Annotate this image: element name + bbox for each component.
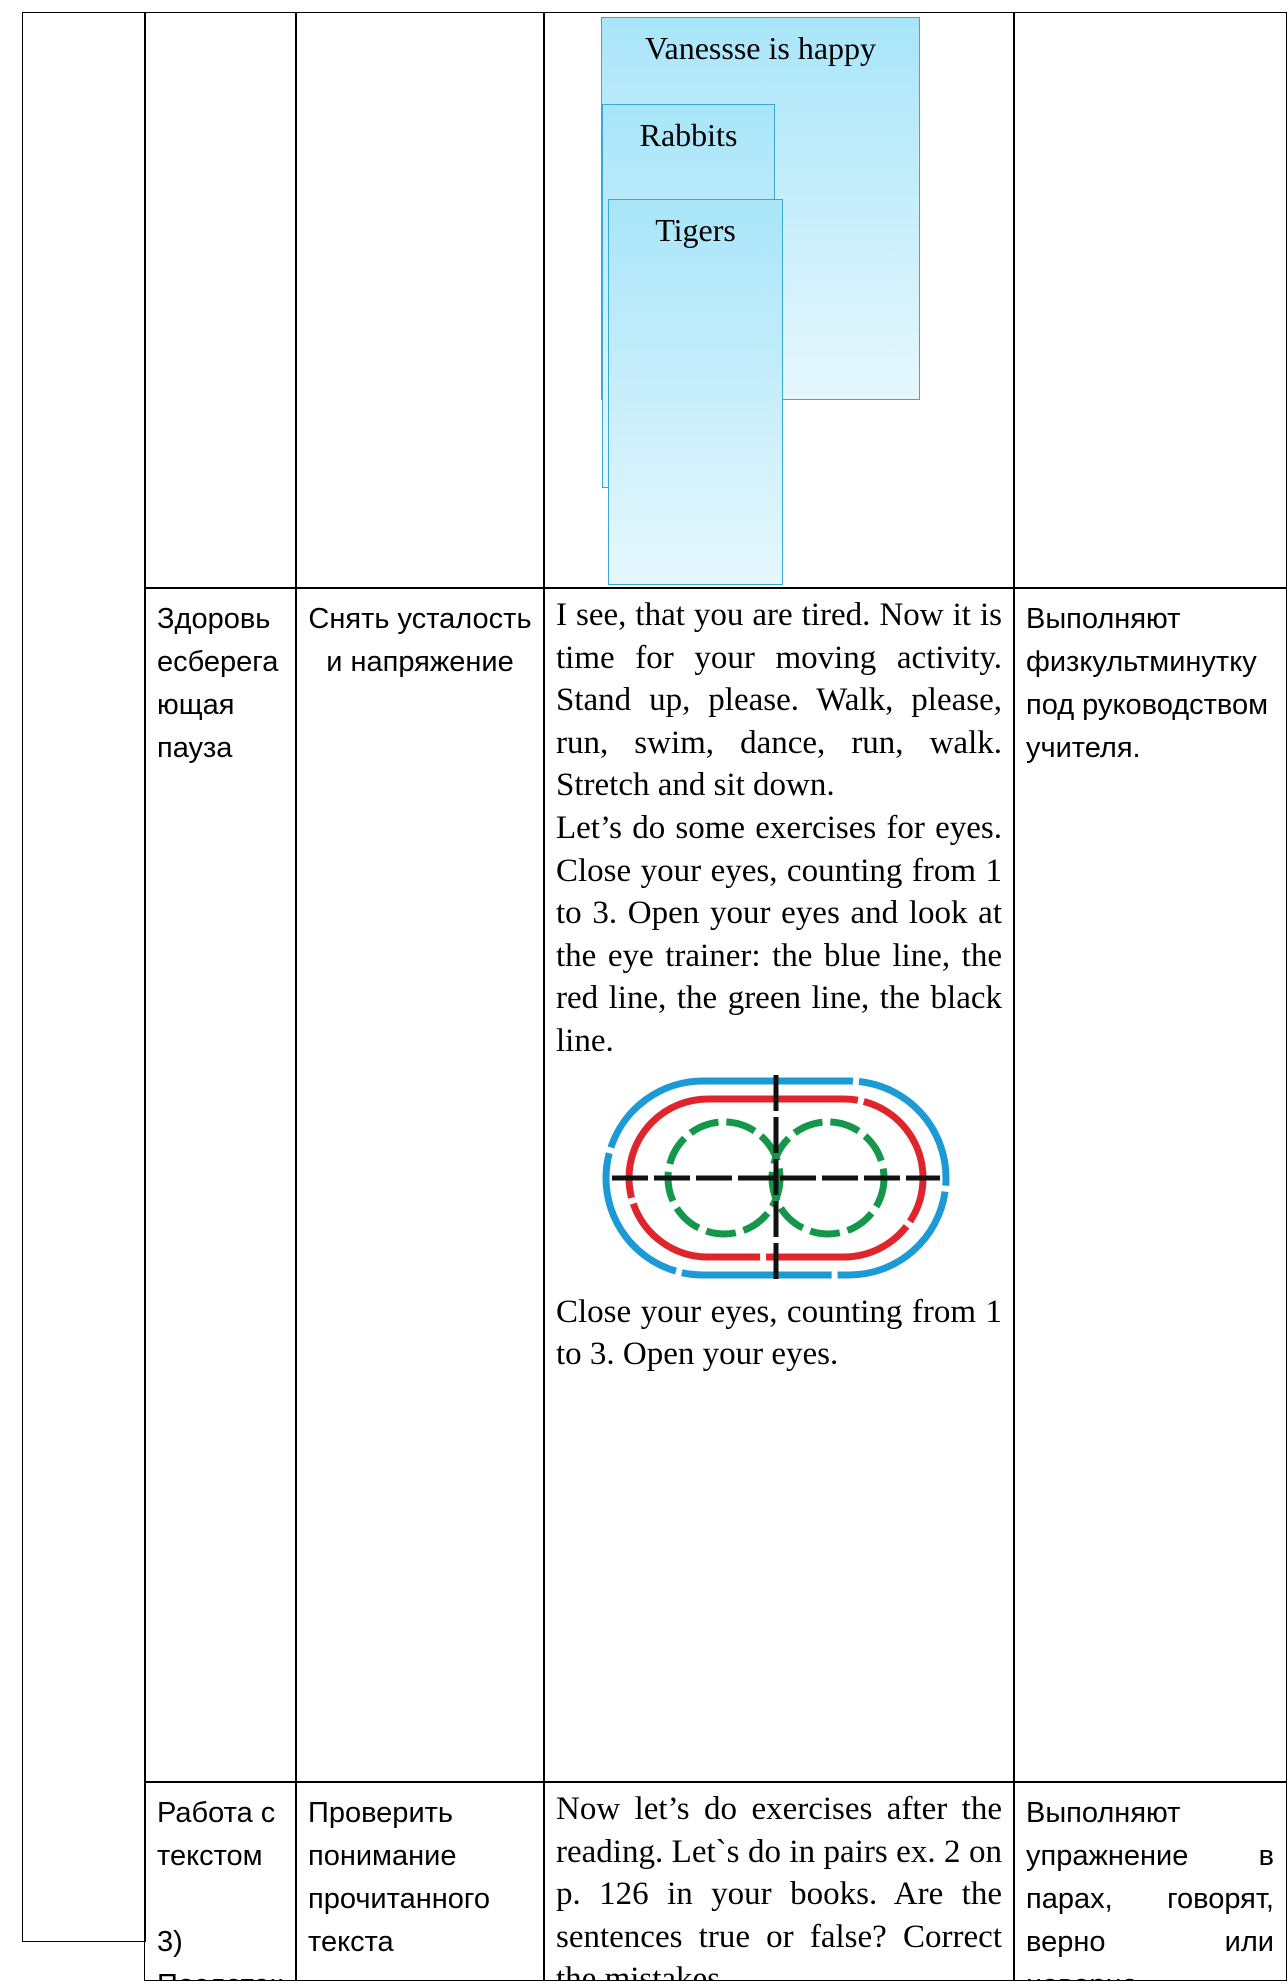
cell bbox=[295, 12, 545, 589]
stage-cell: Работа с текстом 3) Послетекстов bbox=[144, 1781, 297, 1981]
eye-trainer bbox=[602, 1074, 950, 1281]
page: Vanessse is happy Rabbits Tigers Здоровь… bbox=[22, 12, 1287, 1981]
paragraph: Close your eyes, counting from 1 to 3. O… bbox=[556, 1293, 1002, 1373]
stage: Работа с текстом bbox=[157, 1797, 276, 1872]
students-cell: Выполняют физкультминутку под руководств… bbox=[1013, 587, 1287, 1783]
cell bbox=[144, 12, 297, 589]
diagram-cell: Vanessse is happy Rabbits Tigers bbox=[543, 12, 1015, 589]
substage: 3) Послетекстов bbox=[157, 1926, 282, 1980]
goal-cell: Снять усталость и напряжение bbox=[295, 587, 545, 1783]
teacher-cell: I see, that you are tired. Now it is tim… bbox=[543, 587, 1015, 1783]
merged-cell bbox=[22, 12, 146, 1942]
stage-cell: Здоровьесберегающая пауза bbox=[144, 587, 297, 1783]
paragraph: Let’s do some exercises for eyes. Close … bbox=[556, 809, 1002, 1059]
goal-cell: Проверить понимание прочитанного текста bbox=[295, 1781, 545, 1981]
students-cell: Выполняют упражнение в парах, говорят, в… bbox=[1013, 1781, 1287, 1981]
teacher-cell: Now let’s do exercises after the reading… bbox=[543, 1781, 1015, 1981]
cell bbox=[1013, 12, 1287, 589]
paragraph: I see, that you are tired. Now it is tim… bbox=[556, 597, 1002, 804]
diagram-box: Tigers bbox=[608, 199, 783, 585]
